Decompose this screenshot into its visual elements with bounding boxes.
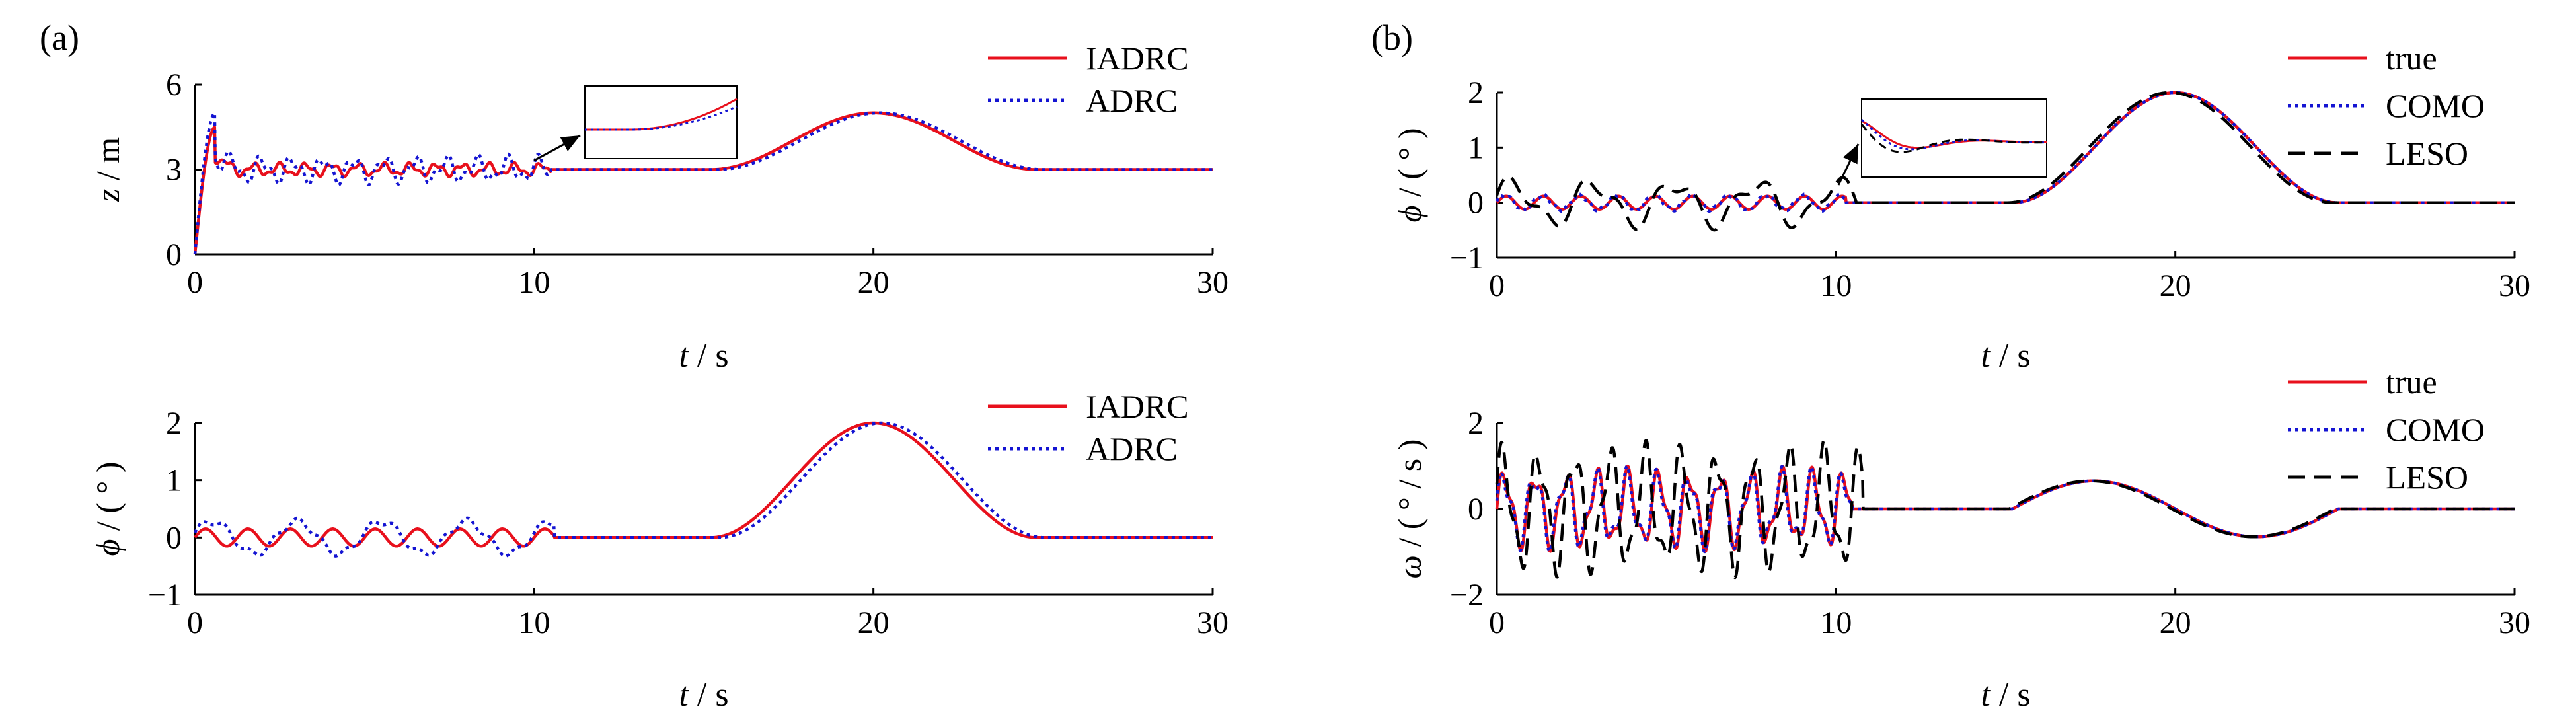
- series-iadrc-line: [194, 421, 1214, 548]
- y-tick-label: 6: [166, 67, 182, 102]
- x-axis-label: t / s: [1981, 337, 2030, 375]
- y-tick-label: 2: [1468, 406, 1484, 441]
- x-tick-label: 10: [1820, 268, 1852, 303]
- series-adrc-line: [193, 421, 1214, 558]
- y-tick-label: 2: [166, 406, 182, 441]
- y-tick-label: 0: [166, 520, 182, 555]
- y-axis-label-var: ω: [1391, 555, 1428, 578]
- y-axis-label: ϕ / ( ° ): [89, 461, 126, 556]
- inset-box: [1861, 98, 2047, 178]
- inset-arrow-head: [1843, 144, 1858, 165]
- x-axis-label-unit: / s: [1990, 337, 2031, 375]
- y-axis-label-unit: / ( ° ): [1391, 128, 1428, 205]
- inset-series-leso: [1860, 123, 2047, 153]
- chart-a1: 0 10 20 30 0 3 6 t / s z / m IADRC ADRC: [89, 40, 1229, 375]
- x-tick-label: 30: [1197, 605, 1229, 640]
- x-tick-label: 0: [1489, 605, 1505, 640]
- legend-label-adrc: ADRC: [1086, 430, 1178, 467]
- x-tick-label: 10: [1820, 605, 1852, 640]
- legend-label-true: true: [2386, 40, 2437, 77]
- y-axis-label-var: ϕ: [89, 539, 126, 556]
- y-tick-label: 1: [166, 463, 182, 498]
- x-axis-label-var: t: [1981, 337, 1991, 375]
- series-leso-line: [1495, 91, 2516, 232]
- y-axis-label-unit: / ( ° / s ): [1391, 439, 1428, 556]
- y-tick-label: 0: [166, 237, 182, 272]
- inset-series-adrc: [585, 106, 738, 131]
- legend-label-como: COMO: [2386, 411, 2485, 448]
- inset-arrow-head: [560, 135, 580, 151]
- y-axis-label-unit: / ( ° ): [89, 461, 126, 539]
- series-adrc-line: [193, 111, 1214, 255]
- y-tick-label: 2: [1468, 75, 1484, 110]
- x-axis-label: t / s: [679, 676, 728, 714]
- panel-label-a: (a): [40, 18, 79, 57]
- x-axis-label-var: t: [679, 676, 689, 714]
- y-tick-label: −1: [148, 578, 182, 613]
- y-tick-label: −1: [1450, 241, 1484, 276]
- y-axis-label: z / m: [89, 137, 126, 202]
- y-tick-label: −2: [1450, 578, 1484, 613]
- y-tick-label: 1: [1468, 130, 1484, 165]
- legend-label-true: true: [2386, 363, 2437, 400]
- inset-series-como: [1861, 118, 2047, 151]
- y-axis-label-unit: / m: [89, 137, 126, 189]
- legend-label-iadrc: IADRC: [1086, 388, 1189, 425]
- x-tick-label: 20: [2160, 605, 2191, 640]
- x-tick-label: 30: [1197, 265, 1229, 300]
- x-tick-label: 0: [1489, 268, 1505, 303]
- x-tick-label: 30: [2499, 605, 2530, 640]
- x-axis-label: t / s: [679, 337, 728, 375]
- y-axis-label: ϕ / ( ° ): [1391, 128, 1428, 222]
- x-tick-label: 10: [518, 605, 550, 640]
- x-tick-label: 20: [2160, 268, 2191, 303]
- legend-label-leso: LESO: [2386, 135, 2468, 172]
- x-axis-label-unit: / s: [689, 337, 729, 375]
- panel-label-b: (b): [1371, 18, 1413, 57]
- x-axis-label-var: t: [679, 337, 689, 375]
- x-tick-label: 20: [858, 265, 890, 300]
- series-leso-line: [1495, 438, 2516, 580]
- y-tick-label: 3: [166, 153, 182, 188]
- x-tick-label: 10: [518, 265, 550, 300]
- x-axis-label-var: t: [1981, 676, 1991, 714]
- x-axis-label: t / s: [1981, 676, 2030, 714]
- legend-label-leso: LESO: [2386, 459, 2468, 496]
- legend-label-iadrc: IADRC: [1086, 40, 1189, 77]
- x-axis-label-unit: / s: [1990, 676, 2031, 714]
- y-tick-label: 0: [1468, 186, 1484, 221]
- x-tick-label: 0: [187, 605, 203, 640]
- y-axis-label: ω / ( ° / s ): [1391, 439, 1428, 579]
- legend-label-adrc: ADRC: [1086, 82, 1178, 119]
- y-axis-label-var: z: [89, 189, 126, 202]
- x-tick-label: 0: [187, 265, 203, 300]
- inset-box: [584, 85, 738, 159]
- legend-label-como: COMO: [2386, 87, 2485, 124]
- x-axis-label-unit: / s: [689, 676, 729, 714]
- y-tick-label: 0: [1468, 492, 1484, 527]
- x-tick-label: 30: [2499, 268, 2530, 303]
- y-axis-label-var: ϕ: [1391, 206, 1428, 223]
- x-tick-label: 20: [858, 605, 890, 640]
